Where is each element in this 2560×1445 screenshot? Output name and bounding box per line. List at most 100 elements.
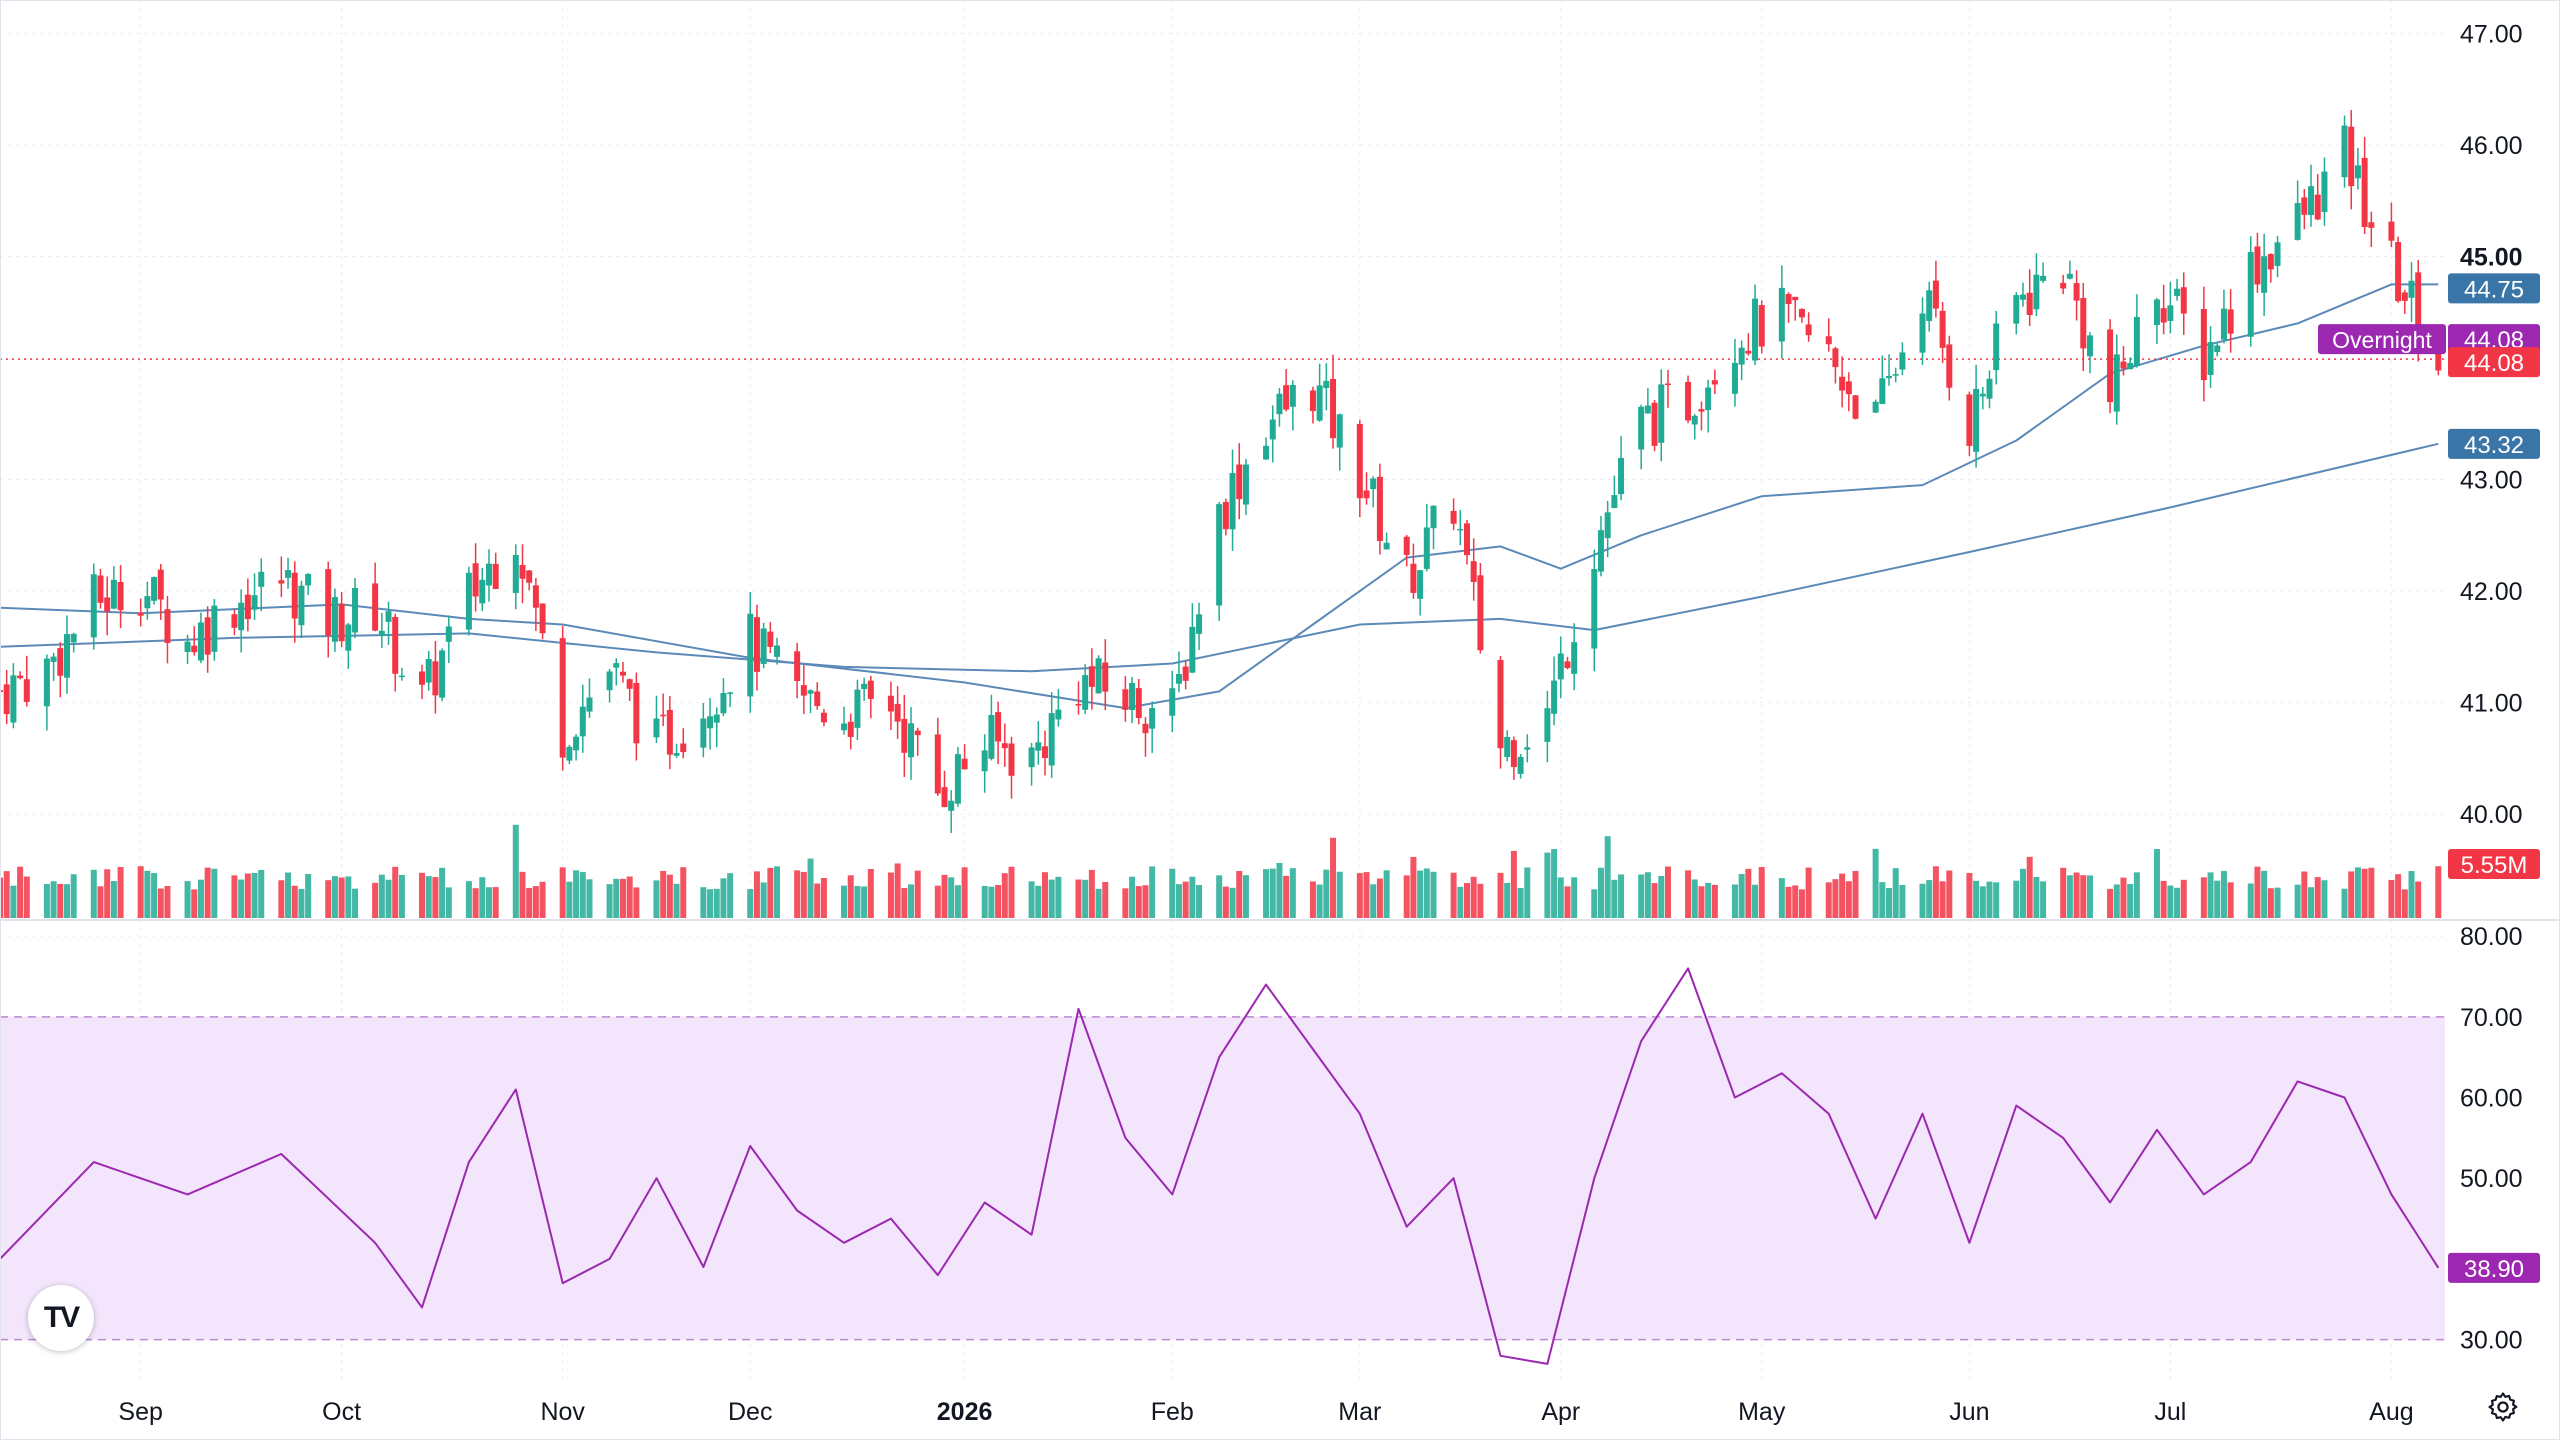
volume-bar [820, 877, 827, 918]
candle-body [760, 628, 767, 664]
candle-body [1383, 542, 1390, 550]
volume-bar [144, 870, 151, 918]
oscillator-tick-label: 70.00 [2460, 1004, 2523, 1032]
tradingview-logo-icon[interactable]: TV [28, 1285, 94, 1351]
volume-bar [1035, 885, 1042, 918]
candle-body [1129, 682, 1136, 711]
candle-body [1926, 290, 1933, 321]
candle-body [847, 721, 854, 737]
candle-body [1979, 393, 1986, 397]
volume-bar [519, 871, 526, 918]
volume-bar [110, 881, 117, 918]
oscillator-tick-label: 30.00 [2460, 1327, 2523, 1355]
candle-body [995, 712, 1002, 742]
candle-body [1417, 570, 1424, 599]
candle-body [1269, 419, 1276, 440]
volume-bar [1330, 837, 1337, 918]
volume-bar [2395, 874, 2402, 918]
volume-bar [1169, 868, 1176, 918]
volume-bar [2153, 849, 2160, 918]
candle-body [2301, 197, 2308, 215]
candle-body [1470, 561, 1477, 582]
volume-bar [1430, 871, 1437, 918]
volume-bar [908, 884, 915, 918]
volume-bar [2388, 879, 2395, 918]
candle-body [606, 671, 613, 691]
candle-body [1611, 495, 1618, 508]
candle-body [1738, 347, 1745, 365]
volume-bar [1417, 870, 1424, 918]
volume-bar [1738, 873, 1745, 918]
volume-bar [680, 867, 687, 918]
volume-bar [760, 882, 767, 918]
candle-body [519, 564, 526, 579]
volume-bar [1664, 866, 1671, 918]
candle-body [1048, 713, 1055, 766]
candle-body [747, 613, 754, 697]
x-tick-label: Mar [1338, 1398, 1381, 1426]
candle-body [566, 746, 573, 761]
candle-body [211, 605, 218, 652]
volume-bar [1510, 850, 1517, 918]
candle-body [258, 571, 265, 587]
volume-bar [1564, 886, 1571, 918]
candle-body [613, 663, 620, 668]
volume-bar [291, 885, 298, 918]
candle-body [673, 753, 680, 756]
volume-bar [2013, 880, 2020, 918]
volume-bar [660, 870, 667, 918]
candle-body [954, 754, 961, 804]
candle-body [1966, 394, 1973, 446]
volume-bar [626, 876, 633, 918]
candle-body [1055, 709, 1062, 720]
candles-layer [0, 110, 2442, 833]
candle-body [439, 650, 446, 698]
candle-body [425, 659, 432, 683]
indicator-band-layer [0, 1016, 2445, 1341]
candle-body [2214, 345, 2221, 353]
candle-body [1330, 378, 1337, 439]
x-tick-label: Oct [322, 1398, 361, 1426]
candle-body [1758, 305, 1765, 347]
candle-body [331, 597, 338, 642]
volume-bar [285, 872, 292, 918]
volume-bar [1129, 876, 1136, 918]
volume-bar [1899, 884, 1906, 918]
volume-bar [1591, 889, 1598, 918]
volume-bar [2026, 856, 2033, 918]
volume-bar [566, 881, 573, 918]
candle-body [1135, 688, 1142, 719]
candle-body [231, 614, 238, 628]
candle-body [465, 572, 472, 630]
volume-bar [800, 871, 807, 918]
candle-body [854, 689, 861, 728]
volume-bar [1691, 879, 1698, 918]
candle-body [1664, 383, 1671, 386]
volume-bar [854, 885, 861, 918]
candle-body [1973, 388, 1980, 452]
candle-body [398, 675, 405, 678]
volume-bar [385, 879, 392, 918]
volume-badge-bg [2448, 849, 2540, 879]
candle-body [988, 714, 995, 759]
volume-bar [1758, 867, 1765, 918]
volume-bar [331, 876, 338, 918]
volume-bar [50, 881, 57, 918]
volume-bar [2220, 870, 2227, 918]
volume-bar [1175, 884, 1182, 918]
price-tick-label: 40.00 [2460, 801, 2523, 829]
gear-icon[interactable] [2486, 1390, 2520, 1424]
volume-bar [1886, 888, 1893, 918]
candle-body [619, 671, 626, 676]
candle-body [1336, 414, 1343, 448]
x-tick-label: Sep [118, 1398, 162, 1426]
volume-bar [1919, 883, 1926, 918]
candle-body [1142, 723, 1149, 734]
volume-bar [1135, 886, 1142, 918]
volume-bar [1410, 856, 1417, 918]
candle-body [1423, 527, 1430, 569]
candle-body [2254, 246, 2261, 285]
